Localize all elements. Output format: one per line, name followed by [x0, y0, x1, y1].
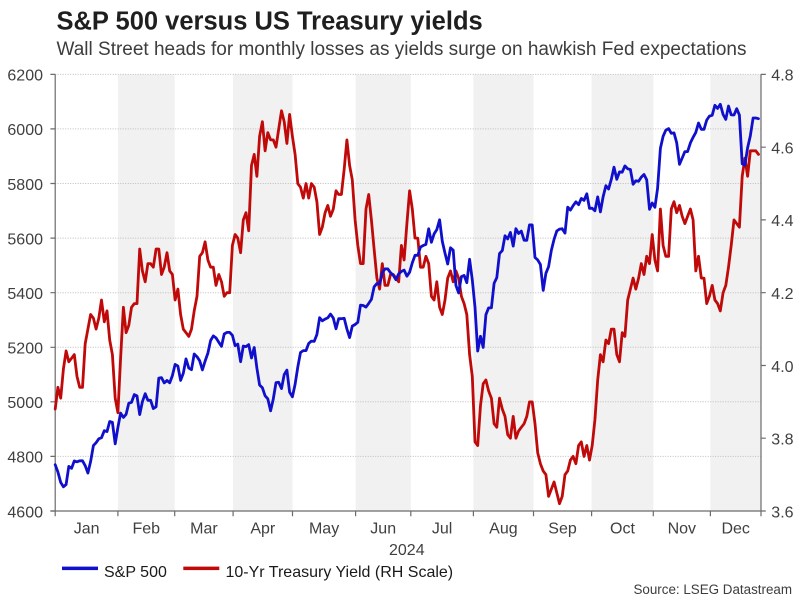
svg-text:Aug: Aug	[489, 520, 517, 537]
svg-text:4.6: 4.6	[771, 141, 793, 158]
svg-text:Jun: Jun	[370, 520, 396, 537]
svg-text:4.4: 4.4	[771, 213, 793, 230]
svg-text:3.8: 3.8	[771, 432, 793, 449]
svg-text:3.6: 3.6	[771, 504, 793, 521]
svg-text:5400: 5400	[7, 286, 43, 303]
svg-text:4.2: 4.2	[771, 286, 793, 303]
svg-text:Wall Street heads for monthly: Wall Street heads for monthly losses as …	[57, 39, 747, 60]
svg-text:10-Yr Treasury Yield (RH Scale: 10-Yr Treasury Yield (RH Scale)	[226, 564, 454, 581]
svg-text:May: May	[309, 520, 339, 537]
svg-text:Jul: Jul	[432, 520, 452, 537]
svg-text:6000: 6000	[7, 122, 43, 139]
svg-text:5000: 5000	[7, 395, 43, 412]
svg-text:5200: 5200	[7, 341, 43, 358]
svg-text:6200: 6200	[7, 68, 43, 85]
svg-text:4600: 4600	[7, 504, 43, 521]
svg-text:4.0: 4.0	[771, 359, 793, 376]
svg-text:5600: 5600	[7, 231, 43, 248]
svg-text:S&P 500: S&P 500	[104, 564, 167, 581]
svg-text:4800: 4800	[7, 450, 43, 467]
svg-text:Sep: Sep	[548, 520, 577, 537]
svg-text:Source: LSEG Datastream: Source: LSEG Datastream	[633, 582, 792, 597]
svg-text:Apr: Apr	[250, 520, 276, 537]
svg-text:4.8: 4.8	[771, 68, 793, 85]
svg-text:Nov: Nov	[668, 520, 696, 537]
svg-text:S&P 500 versus US Treasury yie: S&P 500 versus US Treasury yields	[57, 8, 483, 36]
svg-text:2024: 2024	[389, 542, 425, 559]
svg-text:Feb: Feb	[133, 520, 161, 537]
svg-text:5800: 5800	[7, 177, 43, 194]
svg-text:Jan: Jan	[74, 520, 100, 537]
svg-text:Oct: Oct	[610, 520, 635, 537]
svg-text:Dec: Dec	[721, 520, 749, 537]
svg-text:Mar: Mar	[190, 520, 218, 537]
